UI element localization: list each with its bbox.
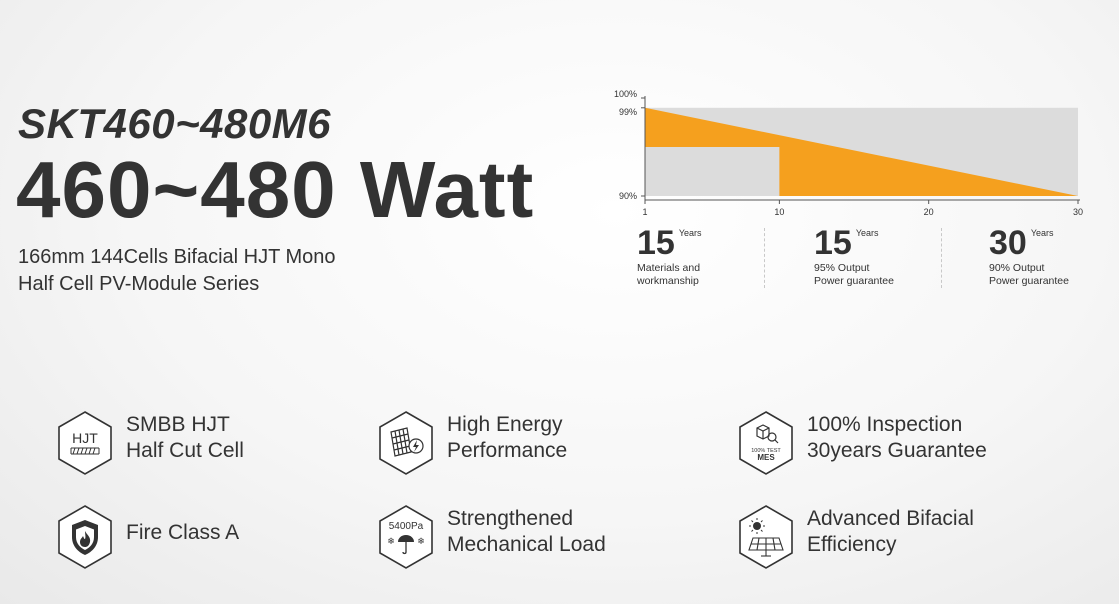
feature-label-line-1: Strengthened (447, 507, 574, 530)
fire-shield-icon (58, 505, 112, 569)
warranty-chart: 1 10 20 30 100% 99% 90% (600, 88, 1090, 223)
warranty-desc-line-2: Power guarantee (814, 275, 894, 287)
svg-text:MES: MES (757, 453, 775, 462)
svg-text:5400Pa: 5400Pa (389, 521, 424, 532)
warranty-number: 30 (989, 224, 1027, 262)
step-warranty-area (645, 147, 1078, 196)
y-tick-label: 99% (619, 107, 637, 117)
svg-text:❄: ❄ (387, 537, 395, 547)
x-tick-label: 20 (924, 207, 934, 217)
svg-text:HJT: HJT (72, 430, 98, 446)
feature-label: 100% Inspection 30years Guarantee (807, 412, 987, 464)
x-tick-label: 10 (774, 207, 784, 217)
feature-label: Fire Class A (126, 520, 239, 546)
warranty-materials: 15 Years Materials and workmanship (637, 226, 787, 288)
svg-text:100% TEST: 100% TEST (751, 448, 781, 454)
feature-label: SMBB HJT Half Cut Cell (126, 412, 244, 464)
y-tick-label: 100% (614, 89, 637, 99)
warranty-desc-line-2: workmanship (637, 275, 699, 287)
feature-label-line-2: Performance (447, 439, 568, 462)
divider (941, 228, 942, 288)
solar-panel-energy-icon (379, 411, 433, 475)
inspection-mes-icon: 100% TEST MES (739, 411, 793, 475)
divider (764, 228, 765, 288)
feature-label: Advanced Bifacial Efficiency (807, 506, 974, 558)
feature-label-line-2: Efficiency (807, 533, 897, 556)
hjt-cell-icon: HJT (58, 411, 112, 475)
mechanical-load-icon: 5400Pa ❄ ❄ (379, 505, 433, 569)
bifacial-sun-panel-icon (739, 505, 793, 569)
warranty-description: Materials and workmanship (637, 262, 787, 288)
svg-text:❄: ❄ (417, 537, 425, 547)
model-title: SKT460~480M6 (18, 100, 332, 147)
feature-label-line-1: 100% Inspection (807, 413, 963, 436)
feature-label-line-1: High Energy (447, 413, 563, 436)
warranty-desc-line-1: Materials and (637, 262, 701, 274)
warranty-number: 15 (814, 224, 852, 262)
feature-label-line-1: Advanced Bifacial (807, 507, 974, 530)
warranty-chart-svg: 1 10 20 30 100% 99% 90% (614, 89, 1083, 217)
subtitle-line-2: Half Cell PV-Module Series (18, 273, 260, 295)
warranty-description: 90% Output Power guarantee (989, 262, 1119, 288)
warranty-desc-line-1: 90% Output (989, 262, 1045, 274)
warranty-unit: Years (678, 228, 702, 238)
x-tick-label: 30 (1073, 207, 1083, 217)
warranty-unit: Years (1030, 228, 1054, 238)
warranty-90-output: 30 Years 90% Output Power guarantee (989, 226, 1119, 288)
subtitle-line-1: 166mm 144Cells Bifacial HJT Mono (18, 246, 336, 268)
series-subtitle: 166mm 144Cells Bifacial HJT Mono Half Ce… (18, 244, 336, 298)
warranty-unit: Years (855, 228, 879, 238)
feature-label: Strengthened Mechanical Load (447, 506, 606, 558)
wattage-heading: 460~480 Watt (16, 145, 535, 234)
warranty-description: 95% Output Power guarantee (814, 262, 964, 288)
warranty-desc-line-1: 95% Output (814, 262, 870, 274)
warranty-95-output: 15 Years 95% Output Power guarantee (814, 226, 964, 288)
y-tick-label: 90% (619, 191, 637, 201)
feature-label-line-1: Fire Class A (126, 521, 240, 544)
feature-label-line-2: 30years Guarantee (807, 439, 987, 462)
feature-label: High Energy Performance (447, 412, 567, 464)
feature-label-line-2: Half Cut Cell (126, 439, 244, 462)
feature-label-line-1: SMBB HJT (126, 413, 230, 436)
warranty-number: 15 (637, 224, 675, 262)
feature-label-line-2: Mechanical Load (447, 533, 606, 556)
warranty-desc-line-2: Power guarantee (989, 275, 1069, 287)
x-tick-label: 1 (642, 207, 647, 217)
